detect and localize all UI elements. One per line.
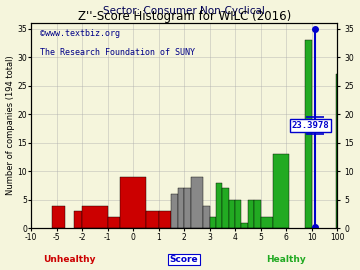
Bar bbox=[190, 177, 203, 228]
Bar bbox=[121, 177, 146, 228]
Text: ©www.textbiz.org: ©www.textbiz.org bbox=[40, 29, 121, 38]
Bar bbox=[82, 205, 108, 228]
Bar bbox=[261, 217, 273, 228]
Bar bbox=[159, 211, 171, 228]
Bar bbox=[229, 200, 235, 228]
Bar bbox=[222, 188, 229, 228]
Bar bbox=[51, 205, 65, 228]
Bar bbox=[146, 211, 159, 228]
Bar bbox=[216, 183, 222, 228]
Title: Z''-Score Histogram for WILC (2016): Z''-Score Histogram for WILC (2016) bbox=[77, 10, 291, 23]
Bar bbox=[248, 200, 254, 228]
Bar bbox=[203, 205, 210, 228]
Text: 23.3978: 23.3978 bbox=[292, 121, 330, 130]
Bar bbox=[273, 154, 289, 228]
Bar bbox=[184, 188, 190, 228]
Bar bbox=[305, 40, 312, 228]
Y-axis label: Number of companies (194 total): Number of companies (194 total) bbox=[5, 56, 14, 195]
Bar bbox=[242, 223, 248, 228]
Bar bbox=[108, 217, 121, 228]
Bar bbox=[171, 194, 178, 228]
Text: Sector: Consumer Non-Cyclical: Sector: Consumer Non-Cyclical bbox=[103, 6, 265, 16]
Text: Score: Score bbox=[170, 255, 198, 264]
Bar bbox=[74, 211, 82, 228]
Bar bbox=[178, 188, 184, 228]
Text: Healthy: Healthy bbox=[266, 255, 306, 264]
Bar bbox=[235, 200, 242, 228]
Bar bbox=[210, 217, 216, 228]
Text: The Research Foundation of SUNY: The Research Foundation of SUNY bbox=[40, 48, 195, 56]
Text: Unhealthy: Unhealthy bbox=[43, 255, 96, 264]
Bar bbox=[254, 200, 261, 228]
